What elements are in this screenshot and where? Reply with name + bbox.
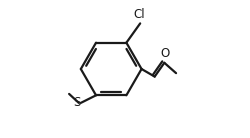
Text: Cl: Cl xyxy=(134,8,145,21)
Text: O: O xyxy=(160,47,170,60)
Text: S: S xyxy=(73,96,80,109)
